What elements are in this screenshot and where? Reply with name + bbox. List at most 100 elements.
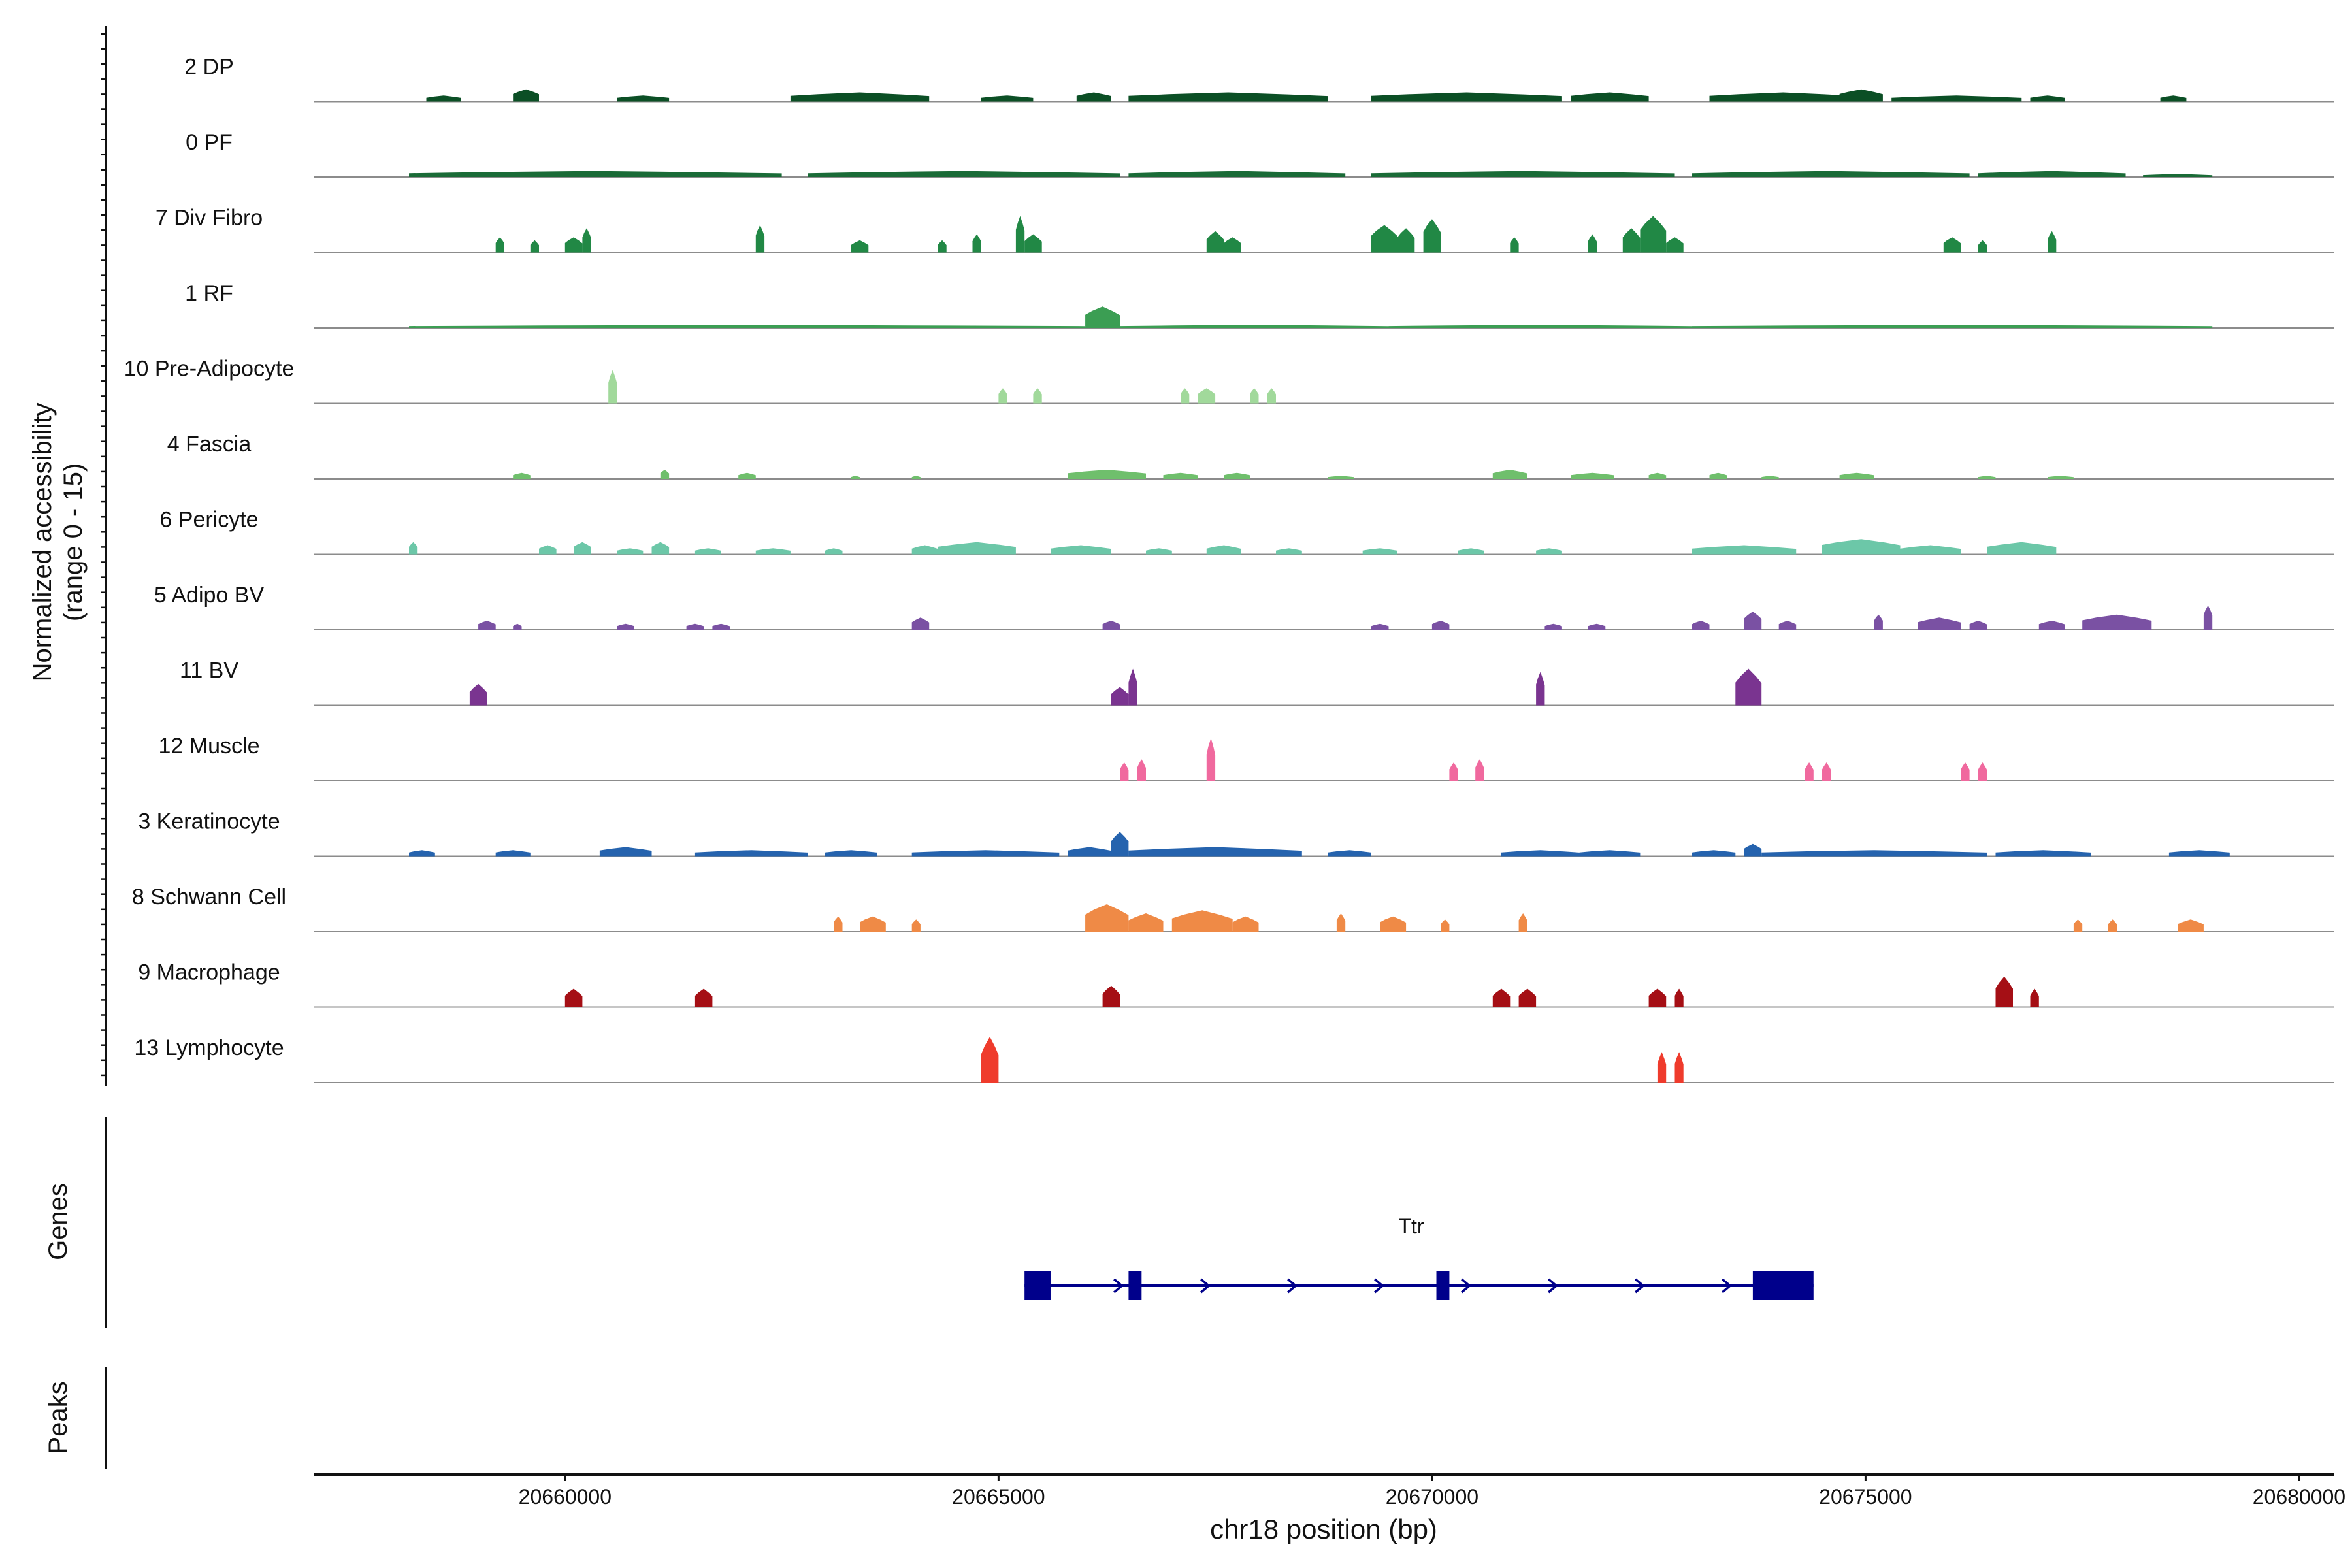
coverage-peak (686, 623, 704, 630)
track-6-pericyte: 6 Pericyte (159, 508, 2334, 555)
track-0-pf: 0 PF (186, 130, 2334, 178)
coverage-peak (1198, 388, 1216, 404)
coverage-peak (738, 472, 756, 479)
coverage-peak (409, 325, 1086, 328)
coverage-peak (1362, 548, 1397, 555)
track-label: 3 Keratinocyte (138, 809, 280, 834)
coverage-peak (998, 388, 1007, 404)
track-label: 1 RF (185, 281, 233, 306)
coverage-peak (1137, 759, 1146, 781)
coverage-peak (2082, 614, 2152, 630)
track-label: 9 Macrophage (138, 960, 280, 985)
track-label: 8 Schwann Cell (132, 885, 286, 909)
coverage-peak (938, 240, 947, 253)
coverage-peak (651, 542, 670, 555)
coverage-peak (1918, 617, 1961, 630)
coverage-peak (617, 548, 644, 555)
coverage-peak (1692, 325, 2213, 328)
strand-arrow (1200, 1278, 1211, 1294)
coverage-peak (1224, 237, 1241, 253)
coverage-peak (478, 621, 496, 630)
coverage-peak (1709, 92, 1857, 102)
genes-panel-label: Genes (44, 1183, 73, 1260)
coverage-peak (2143, 174, 2213, 177)
coverage-peak (1250, 388, 1259, 404)
strand-arrow (1287, 1278, 1298, 1294)
coverage-peak (2160, 95, 2187, 102)
coverage-peak (1380, 916, 1407, 932)
coverage-peak (1102, 985, 1120, 1007)
coverage-peak (495, 850, 531, 857)
coverage-peak (1622, 228, 1641, 253)
peaks-panel-label: Peaks (44, 1381, 73, 1454)
coverage-peak (1458, 548, 1484, 555)
coverage-peak (2073, 919, 2083, 932)
coverage-peak (2178, 919, 2204, 932)
track-label: 2 DP (184, 55, 234, 80)
coverage-peak (1475, 759, 1484, 781)
coverage-peak (981, 1037, 999, 1083)
coverage-peak (1206, 545, 1241, 555)
coverage-peak (1657, 1052, 1667, 1083)
gene-exon (1128, 1271, 1142, 1300)
coverage-peak (660, 470, 670, 479)
track-label: 5 Adipo BV (154, 583, 265, 608)
coverage-peak (911, 617, 930, 630)
x-axis: 20660000 20665000 20670000 20675000 20680000 (314, 1473, 2345, 1509)
coverage-peak (1961, 762, 1970, 781)
coverage-peak (513, 89, 539, 102)
coverage-peak (1328, 476, 1354, 479)
coverage-peak (1033, 388, 1042, 404)
coverage-peak (1501, 850, 1580, 857)
coverage-peak (1995, 976, 2013, 1007)
y-axis-title-line-1: Normalized accessibility (28, 403, 57, 682)
coverage-peak (599, 847, 652, 857)
coverage-peak (860, 916, 886, 932)
coverage-peak (1024, 234, 1042, 253)
coverage-peak (1267, 388, 1276, 404)
coverage-peak (1431, 621, 1450, 630)
coverage-peak (1206, 738, 1216, 781)
coverage-peak (1120, 325, 1389, 328)
coverage-peak (1276, 548, 1302, 555)
x-tick-label: 20660000 (519, 1485, 612, 1509)
track-label: 7 Div Fibro (155, 206, 263, 231)
track-13-lymphocyte: 13 Lymphocyte (134, 1036, 2334, 1083)
coverage-peak (469, 683, 487, 706)
coverage-peak (981, 95, 1034, 102)
track-10-pre-adipocyte: 10 Pre-Adipocyte (124, 357, 2334, 404)
coverage-peak (582, 228, 591, 253)
coverage-peak (1085, 904, 1129, 932)
coverage-peak (564, 988, 583, 1007)
coverage-peak (911, 545, 938, 555)
coverage-peak (1640, 216, 1667, 253)
coverage-peak (1423, 219, 1441, 253)
coverage-peak (1987, 542, 2057, 555)
coverage-peak (617, 95, 670, 102)
y-axis-title: Normalized accessibility (range 0 - 15) (28, 403, 88, 682)
track-9-macrophage: 9 Macrophage (138, 960, 2334, 1008)
coverage-peak (694, 548, 721, 555)
coverage-peak (426, 95, 461, 102)
coverage-peak (1388, 325, 1692, 328)
coverage-peak (1943, 237, 1961, 253)
coverage-peak (1068, 470, 1146, 479)
coverage-peak (1778, 621, 1797, 630)
coverage-peak (1336, 913, 1346, 932)
coverage-peak (1978, 476, 1996, 479)
coverage-peak (1995, 850, 2091, 857)
coverage-peak (1492, 470, 1527, 479)
coverage-peak (1571, 472, 1614, 479)
track-7-div-fibro: 7 Div Fibro (155, 206, 2334, 253)
coverage-peak (911, 850, 1060, 857)
coverage-peak (1805, 762, 1814, 781)
coverage-peak (1648, 988, 1667, 1007)
x-tick-label: 20665000 (952, 1485, 1045, 1509)
coverage-peak (617, 623, 634, 630)
coverage-peak (1692, 545, 1797, 555)
coverage-peak (1839, 472, 1874, 479)
track-12-muscle: 12 Muscle (159, 734, 2334, 781)
coverage-peak (694, 988, 713, 1007)
coverage-peak (1978, 762, 1987, 781)
coverage-peak (1978, 171, 2126, 177)
